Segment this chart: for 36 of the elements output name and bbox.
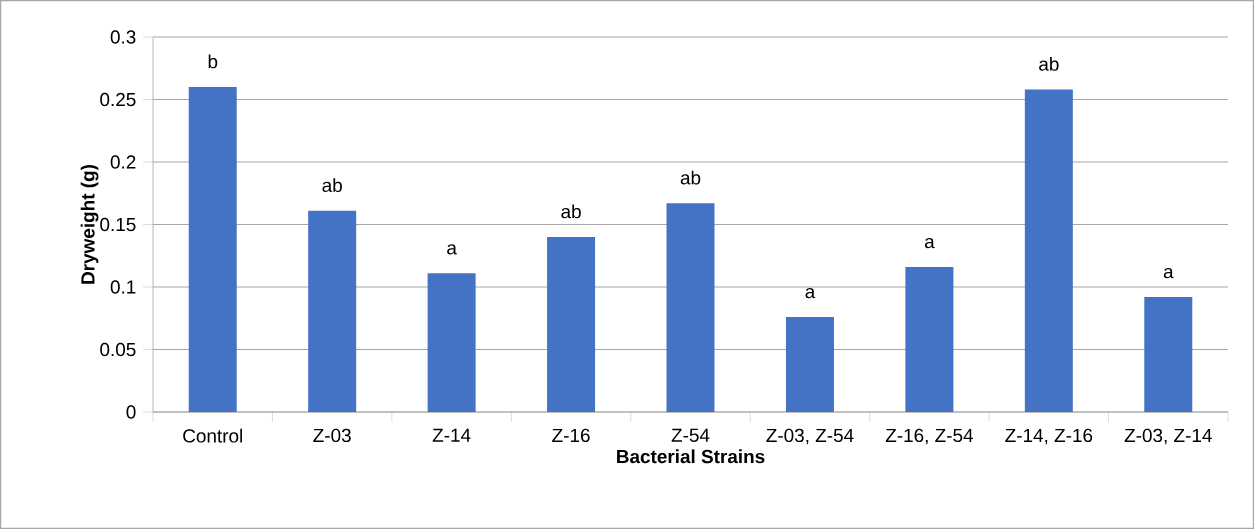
annotation: ab — [561, 204, 581, 219]
y-tick-label: 0 — [126, 405, 136, 419]
x-tick-label: Z-16 — [552, 428, 590, 443]
x-tick-label: Z-14, Z-16 — [1005, 428, 1093, 445]
annotation: b — [208, 54, 218, 69]
bar — [308, 210, 357, 412]
x-axis-title: Bacterial Strains — [617, 449, 765, 464]
annotation: a — [924, 237, 935, 249]
bar — [188, 87, 237, 412]
y-tick-label: 0.25 — [100, 92, 136, 107]
y-tick-label: 0.05 — [100, 342, 136, 357]
x-tick-label: Z-14 — [432, 428, 471, 442]
y-tick-label: 0.1 — [110, 280, 136, 294]
bar — [785, 317, 834, 412]
y-tick-label: 0.3 — [110, 30, 136, 44]
x-tick-label: Control — [183, 428, 242, 443]
annotation: a — [447, 244, 457, 255]
x-tick-label: Z-03, Z-54 — [766, 428, 854, 445]
y-axis-title: Dryweight (g) — [80, 164, 99, 284]
bar — [1024, 89, 1073, 412]
bar — [1144, 297, 1193, 412]
x-tick-label: Z-16, Z-54 — [885, 428, 974, 445]
annotation: ab — [322, 178, 342, 193]
y-tick-label: 0.15 — [100, 217, 136, 232]
x-tick-label: Z-54 — [671, 428, 710, 442]
x-tick-label: Z-03 — [313, 428, 351, 443]
annotation: ab — [1039, 56, 1059, 71]
annotation: a — [1163, 267, 1174, 279]
x-tick-label: Z-03, Z-14 — [1124, 428, 1212, 445]
bar — [666, 203, 715, 412]
bar — [905, 267, 954, 412]
bar — [427, 273, 476, 412]
annotation: a — [805, 287, 816, 299]
y-tick-label: 0.2 — [110, 155, 136, 169]
annotation: ab — [680, 170, 701, 185]
bar — [547, 237, 596, 412]
